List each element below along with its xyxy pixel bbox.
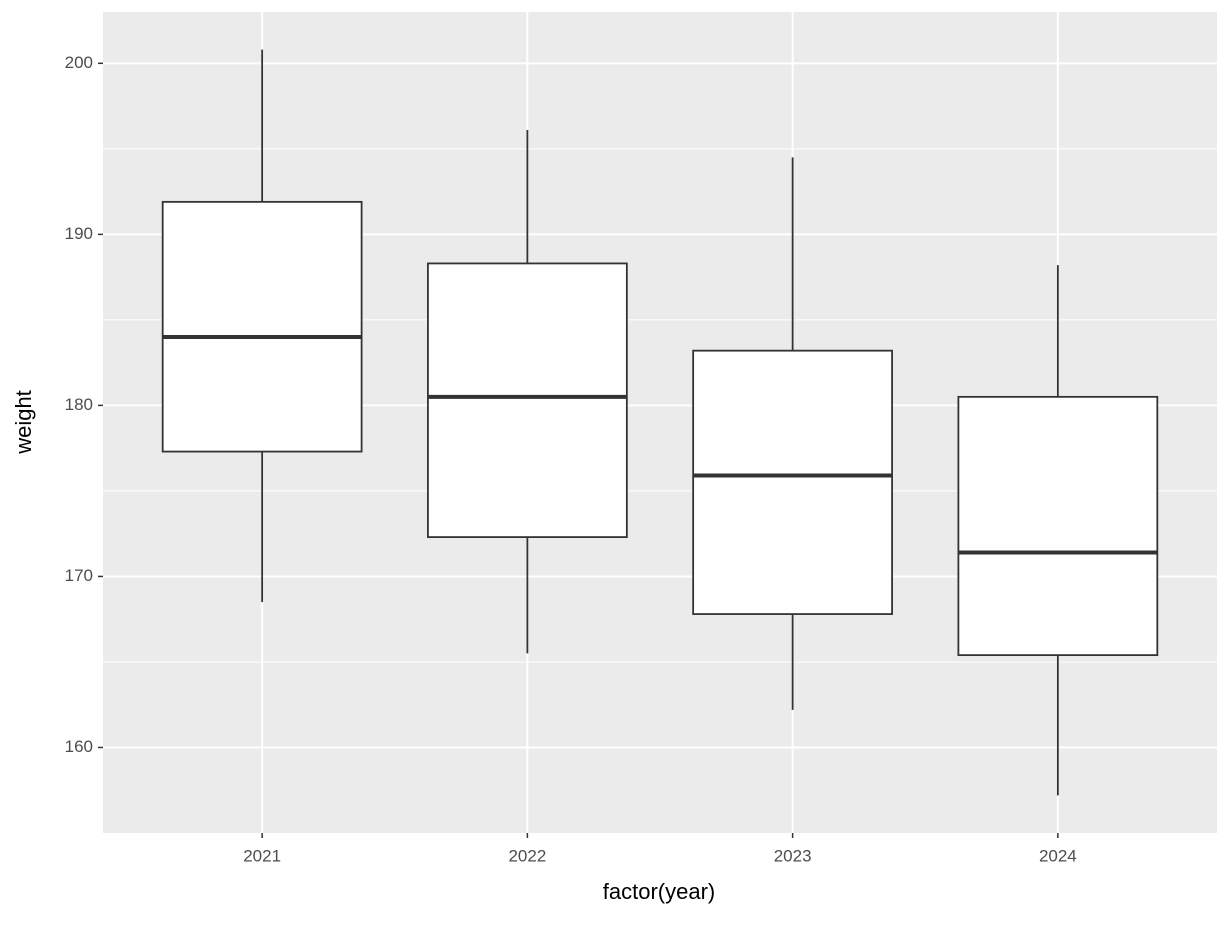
box [692,349,893,615]
y-tick-label: 160 [65,737,93,756]
x-tick-label: 2022 [508,846,546,865]
box [427,262,628,538]
y-tick-label: 170 [65,566,93,585]
y-tick-label: 200 [65,53,93,72]
y-axis-title: weight [11,390,36,455]
box [161,200,363,453]
box [957,395,1159,657]
x-tick-label: 2023 [774,846,812,865]
x-tick-label: 2024 [1039,846,1077,865]
x-axis-title: factor(year) [603,879,715,904]
x-tick-label: 2021 [243,846,281,865]
y-tick-label: 190 [65,224,93,243]
y-tick-label: 180 [65,395,93,414]
